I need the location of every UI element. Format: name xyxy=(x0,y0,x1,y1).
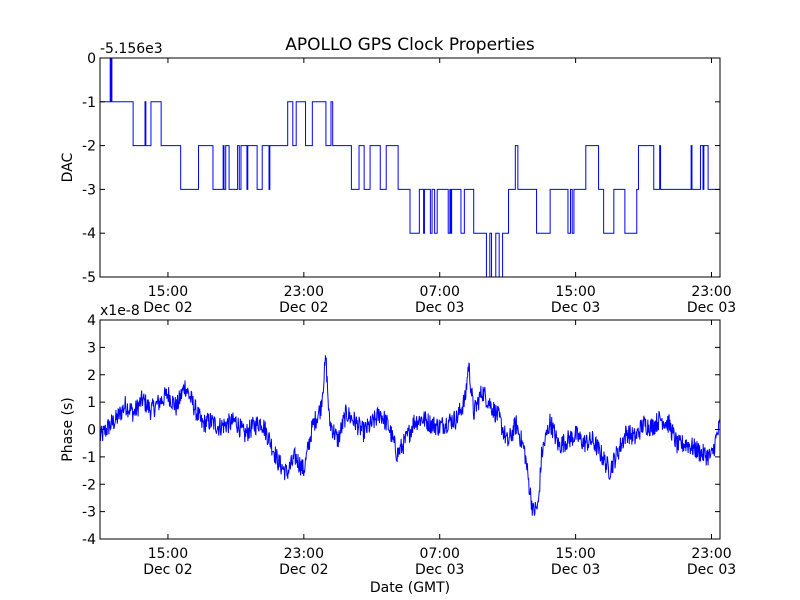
phase-x-tick-time: 15:00 xyxy=(148,546,188,562)
chart-title: APOLLO GPS Clock Properties xyxy=(285,35,535,55)
phase-y-tick-label: 3 xyxy=(87,340,96,356)
phase-x-tick-date: Dec 03 xyxy=(687,562,736,578)
dac-y-tick-label: -4 xyxy=(82,226,96,242)
phase-offset-label: x1e-8 xyxy=(100,303,140,319)
dac-x-tick-date: Dec 03 xyxy=(687,300,736,316)
dac-series-line xyxy=(100,58,720,277)
dac-y-tick-label: -2 xyxy=(82,139,96,155)
dac-x-tick-time: 15:00 xyxy=(148,284,188,300)
phase-y-tick-label: -1 xyxy=(82,450,96,466)
phase-x-tick-date: Dec 02 xyxy=(279,562,328,578)
phase-y-tick-label: 4 xyxy=(87,313,96,329)
dac-plot-frame xyxy=(99,57,721,278)
phase-x-tick-time: 23:00 xyxy=(691,546,731,562)
phase-y-tick-label: -4 xyxy=(82,532,96,548)
dac-y-tick-label: -5 xyxy=(82,270,96,286)
phase-y-axis-label: Phase (s) xyxy=(60,397,76,461)
dac-y-tick-label: 0 xyxy=(87,51,96,67)
dac-x-tick-time: 15:00 xyxy=(555,284,595,300)
dac-y-tick-label: -1 xyxy=(82,95,96,111)
phase-x-tick-date: Dec 02 xyxy=(143,562,192,578)
dac-y-axis-label: DAC xyxy=(60,152,76,182)
dac-x-tick-date: Dec 03 xyxy=(551,300,600,316)
dac-y-tick-label: -3 xyxy=(82,182,96,198)
phase-x-tick-time: 23:00 xyxy=(284,546,324,562)
phase-x-tick-time: 15:00 xyxy=(555,546,595,562)
phase-plot-frame xyxy=(99,319,721,540)
dac-x-tick-time: 23:00 xyxy=(691,284,731,300)
phase-y-tick-label: 1 xyxy=(87,395,96,411)
phase-x-tick-date: Dec 03 xyxy=(415,562,464,578)
phase-x-tick-date: Dec 03 xyxy=(551,562,600,578)
phase-y-tick-label: -2 xyxy=(82,477,96,493)
dac-x-tick-time: 07:00 xyxy=(420,284,460,300)
dac-x-tick-date: Dec 03 xyxy=(415,300,464,316)
phase-x-tick-time: 07:00 xyxy=(420,546,460,562)
phase-series-line xyxy=(100,355,720,516)
phase-y-tick-label: 2 xyxy=(87,368,96,384)
phase-y-tick-label: -3 xyxy=(82,505,96,521)
x-axis-label: Date (GMT) xyxy=(370,580,450,596)
dac-x-tick-date: Dec 02 xyxy=(279,300,328,316)
dac-offset-label: -5.156e3 xyxy=(100,41,163,57)
dac-x-tick-date: Dec 02 xyxy=(143,300,192,316)
dac-x-tick-time: 23:00 xyxy=(284,284,324,300)
phase-y-tick-label: 0 xyxy=(87,423,96,439)
